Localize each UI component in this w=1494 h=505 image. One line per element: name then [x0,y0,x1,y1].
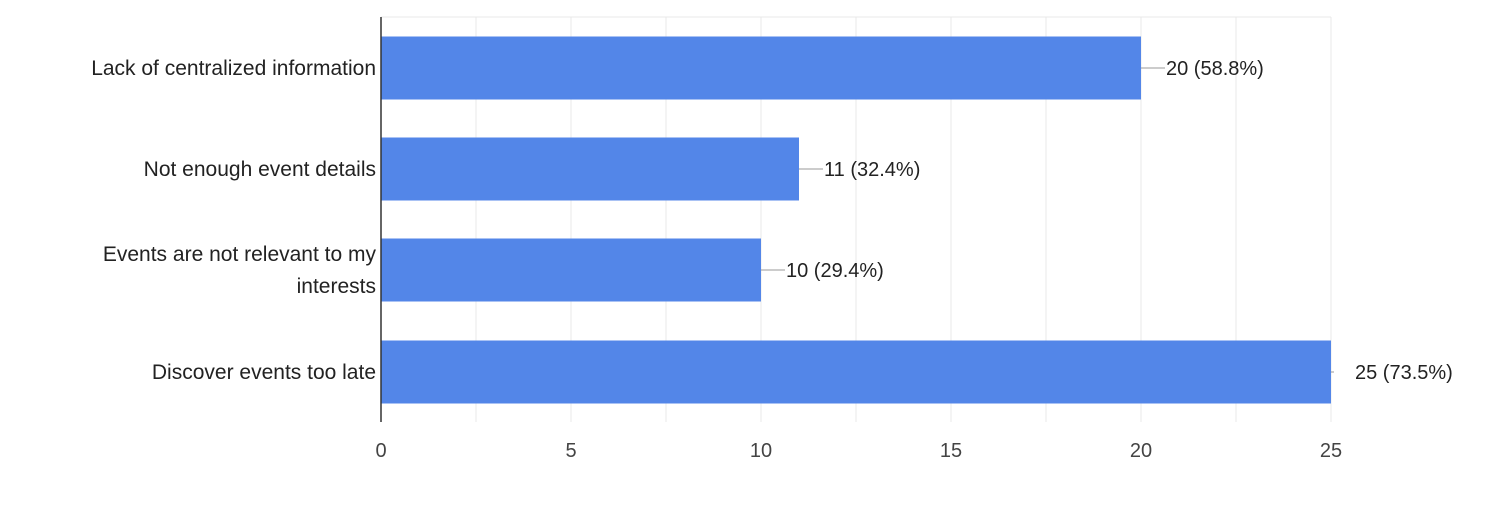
data-label: 10 (29.4%) [786,260,884,282]
category-label: Not enough event details [144,158,376,181]
x-tick-label: 0 [375,440,386,462]
category-label: Discover events too late [152,361,376,384]
bar-1 [381,36,1141,100]
x-tick-label: 10 [750,440,772,462]
bar-4 [381,340,1331,404]
data-label: 11 (32.4%) [824,159,920,181]
data-label: 20 (58.8%) [1166,58,1264,80]
bar-3 [381,238,761,302]
axes: 0 5 10 15 20 25 [375,17,1342,462]
data-label: 25 (73.5%) [1355,362,1453,384]
category-label: Events are not relevant to my interests [103,243,377,298]
bar-2 [381,137,799,201]
category-label: Lack of centralized information [91,57,376,80]
labels: 20 (58.8%) Lack of centralized informatio… [91,57,1453,384]
x-tick-label: 25 [1320,440,1342,462]
x-tick-label: 20 [1130,440,1152,462]
x-tick-label: 5 [565,440,576,462]
bars [381,36,1331,404]
x-tick-label: 15 [940,440,962,462]
